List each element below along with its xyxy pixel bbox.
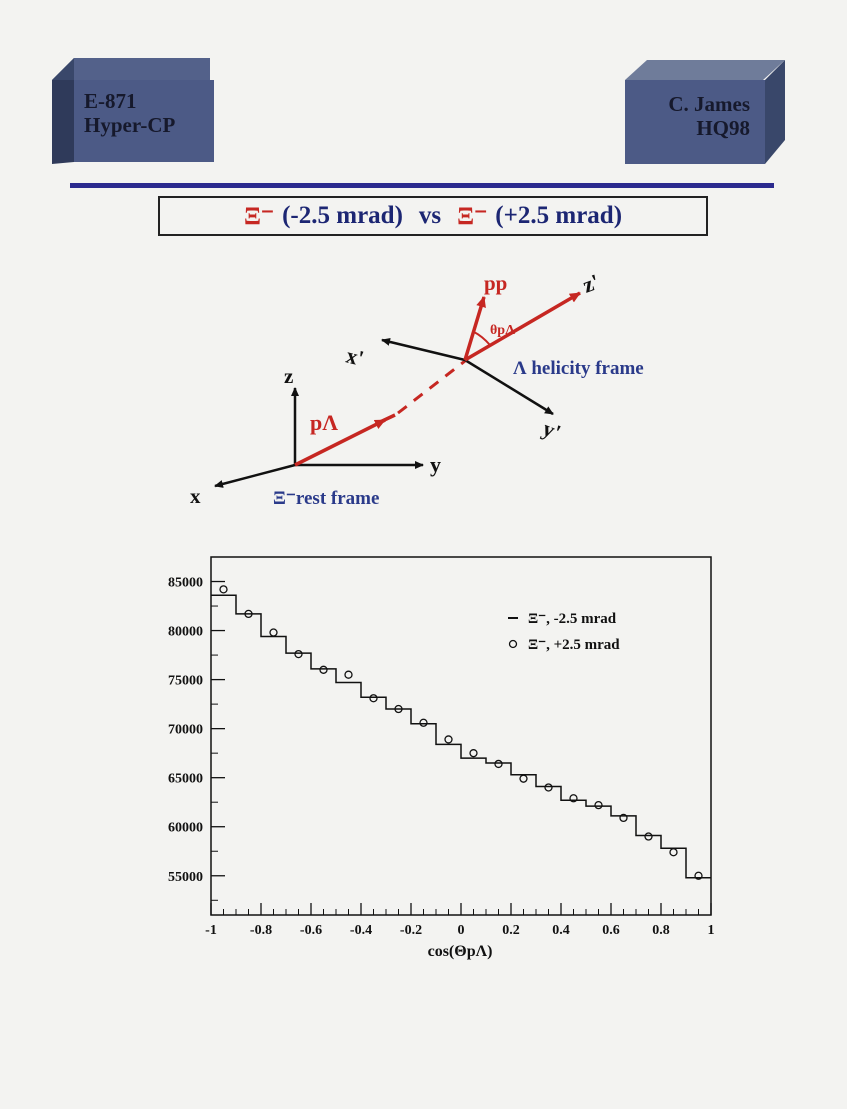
data-point-plus [419, 718, 428, 727]
p-lambda-arrow [294, 418, 386, 467]
x-tick-label: 0.6 [602, 923, 620, 938]
x-tick-label: -0.6 [300, 923, 322, 938]
data-point-plus [219, 585, 228, 594]
y-tick-label: 70000 [168, 723, 203, 738]
header-box-right-line1: C. James [668, 92, 750, 116]
data-point-plus [569, 794, 578, 803]
theta-label: θpΛ [490, 323, 515, 338]
helicity-z-label: z' [579, 269, 602, 298]
rest-frame-label: Ξ⁻rest frame [273, 488, 379, 509]
data-point-plus [319, 665, 328, 674]
data-point-plus [669, 848, 678, 857]
p-lambda-line [379, 413, 396, 424]
theta-arc [473, 331, 491, 346]
data-point-plus [394, 704, 403, 714]
rest-x-label: x [190, 484, 201, 508]
x-tick-label: -0.4 [350, 923, 372, 938]
legend-circle [508, 639, 518, 649]
x-tick-label: -1 [205, 923, 217, 938]
helicity-x-axis [381, 337, 466, 362]
title-vs: vs [418, 202, 442, 229]
x-axis-label: cos(ΘpΛ) [428, 943, 493, 960]
p-lambda-label: pΛ [310, 410, 338, 435]
data-point-plus [294, 649, 303, 659]
histogram-chart: 55000 60000 65000 70000 75000 80000 85000 -1 -0… [168, 556, 715, 960]
data-point-plus [444, 735, 453, 744]
data-point-plus [644, 832, 653, 841]
flight-dashed-line [397, 359, 466, 415]
histogram-series-minus [211, 594, 711, 879]
rest-z-label: z [284, 364, 293, 388]
y-tick-label: 65000 [168, 772, 203, 787]
title-right-label: (+2.5 mrad) [495, 202, 623, 229]
data-point-plus [544, 783, 553, 792]
header-box-right-line2: HQ98 [696, 116, 750, 140]
x-tick-label: 0.8 [652, 923, 670, 938]
plot-frame [210, 556, 712, 916]
data-point-plus [694, 871, 703, 880]
helicity-x-label: x' [344, 343, 367, 371]
rest-y-label: y [430, 452, 441, 477]
legend-series-2: Ξ⁻, +2.5 mrad [528, 637, 620, 653]
x-tick-label: -0.8 [250, 923, 272, 938]
data-point-plus [244, 609, 253, 619]
data-point-plus [269, 628, 278, 637]
header-box-left-line2: Hyper-CP [84, 113, 176, 137]
y-tick-label: 60000 [168, 821, 203, 836]
p-proton-arrow [463, 296, 486, 361]
y-tick-label: 80000 [168, 625, 203, 640]
helicity-z-axis [464, 291, 581, 362]
header-box-right [625, 60, 785, 164]
y-tick-label: 75000 [168, 674, 203, 689]
title-right-particle: Ξ⁻ [457, 203, 488, 230]
x-tick-label: 1 [708, 923, 715, 938]
kinematics-diagram: z y x Ξ⁻rest frame pΛ pp θpΛ x' y' z' Λ … [190, 269, 644, 509]
title-left-label: (-2.5 mrad) [282, 202, 403, 229]
legend-series-1: Ξ⁻, -2.5 mrad [528, 611, 617, 627]
helicity-frame-label: Λ helicity frame [513, 358, 644, 379]
y-tick-label: 85000 [168, 576, 203, 591]
data-point-plus [494, 759, 503, 769]
x-tick-label: 0 [458, 923, 465, 938]
header-box-left [52, 58, 214, 164]
p-proton-label: pp [484, 271, 507, 295]
x-tick-label: 0.4 [552, 923, 570, 938]
header-box-left-line1: E-871 [84, 89, 137, 113]
data-point-plus [619, 813, 628, 823]
helicity-y-label: y' [539, 415, 564, 445]
x-tick-label: 0.2 [502, 923, 520, 938]
data-point-plus [469, 749, 478, 758]
x-tick-label: -0.2 [400, 923, 422, 938]
data-point-plus [519, 774, 528, 783]
data-point-plus [369, 694, 378, 703]
slide-title: Ξ⁻ (-2.5 mrad) vs Ξ⁻ (+2.5 mrad) [158, 196, 708, 236]
helicity-y-axis [464, 358, 554, 416]
rest-x-axis [214, 463, 296, 488]
title-left-particle: Ξ⁻ [243, 203, 275, 230]
y-tick-label: 55000 [168, 870, 203, 885]
title-rule [70, 183, 774, 188]
data-point-plus [594, 800, 603, 810]
data-point-plus [344, 670, 353, 679]
